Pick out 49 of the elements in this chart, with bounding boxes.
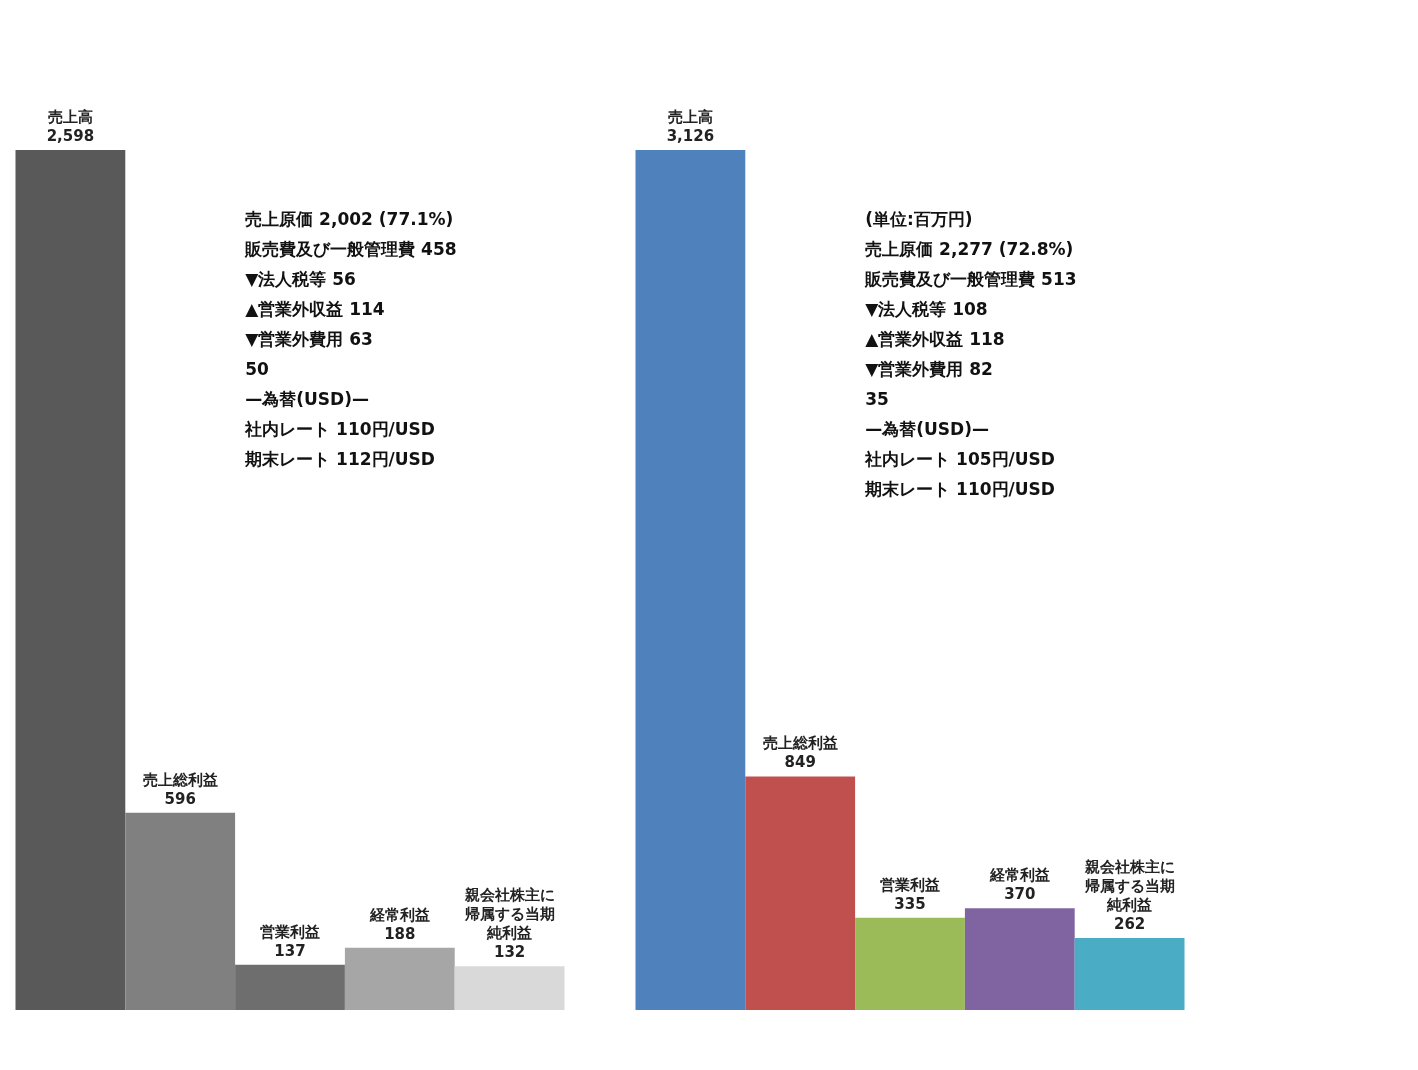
category-label: 営業利益	[880, 875, 940, 894]
bar	[15, 150, 126, 1010]
data-label: 137	[274, 941, 306, 960]
data-label: 262	[1113, 914, 1146, 933]
annotation: 販売費及び一般管理費 458	[244, 239, 457, 259]
bar	[1074, 937, 1185, 1010]
data-label: 370	[1004, 885, 1036, 904]
category-label: 親会社株主に帰属する当期純利益	[464, 886, 555, 943]
category-label: 売上総利益	[762, 734, 838, 753]
category-label: 売上高	[47, 108, 93, 126]
annotation: 売上原価 2,277 (72.8%)	[865, 239, 1074, 259]
category-label: 売上高	[667, 108, 713, 126]
bar	[964, 908, 1075, 1010]
annotation: ▲営業外収益 114	[245, 299, 385, 319]
category-label: 経常利益	[369, 905, 430, 924]
annotation: 販売費及び一般管理費 513	[864, 269, 1077, 289]
annotation: 売上原価 2,002 (77.1%)	[245, 209, 454, 229]
annotation: 期末レート 110円/USD	[864, 479, 1055, 499]
data-label: 2,598	[46, 127, 95, 145]
bar	[235, 964, 345, 1010]
bar	[125, 812, 236, 1010]
bar	[635, 150, 746, 1010]
annotation: 社内レート 105円/USD	[864, 449, 1055, 469]
annotation: —為替(USD)—	[865, 419, 989, 439]
annotation: (単位:百万円)	[865, 209, 973, 229]
bar	[855, 917, 965, 1010]
annotation: 50	[245, 359, 270, 379]
bar	[344, 947, 455, 1010]
data-label: 188	[384, 924, 416, 943]
category-label: 営業利益	[260, 922, 320, 941]
bar	[454, 966, 565, 1010]
data-label: 335	[894, 894, 926, 913]
data-label: 596	[164, 789, 196, 808]
annotation: —為替(USD)—	[245, 389, 369, 409]
annotation: 35	[865, 389, 889, 409]
bar	[745, 776, 856, 1010]
annotation: 社内レート 110円/USD	[244, 419, 435, 439]
annotation: ▼法人税等 108	[865, 299, 988, 319]
data-label: 3,126	[666, 127, 715, 145]
category-label: 売上総利益	[142, 770, 218, 789]
annotation: ▲営業外収益 118	[865, 329, 1005, 349]
category-label: 経常利益	[989, 866, 1050, 885]
annotation: 期末レート 112円/USD	[244, 449, 435, 469]
category-label: 親会社株主に帰属する当期純利益	[1084, 857, 1175, 914]
annotation: ▼営業外費用 82	[865, 359, 993, 379]
data-label: 132	[493, 943, 526, 962]
annotation: ▼営業外費用 63	[245, 329, 373, 349]
data-label: 849	[784, 753, 816, 772]
annotation: ▼法人税等 56	[245, 269, 356, 289]
